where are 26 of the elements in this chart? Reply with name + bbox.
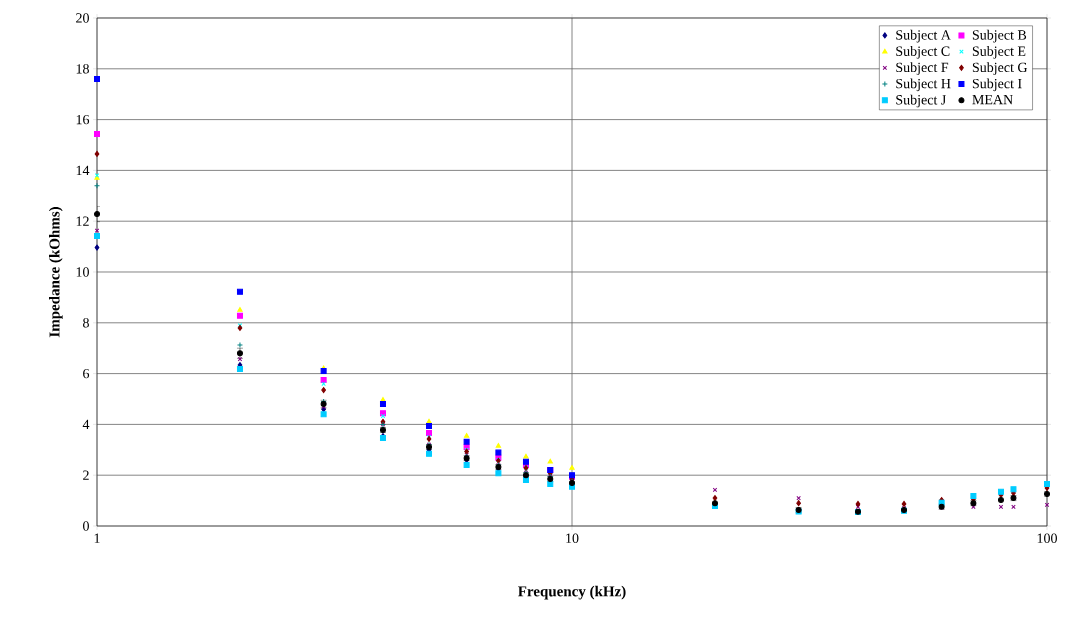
y-tick-label: 12 xyxy=(76,216,89,226)
y-tick-label: 16 xyxy=(76,114,90,125)
y-tick-label: 0 xyxy=(83,521,89,531)
y-tick-label: 14 xyxy=(76,165,90,176)
y-tick-label: 6 xyxy=(83,368,90,379)
x-tick-label: 1 xyxy=(94,533,100,543)
y-tick-label: 10 xyxy=(76,267,89,277)
y-axis-title: Impedance (kOhms) xyxy=(49,207,63,338)
legend-label: Subject G xyxy=(972,62,1028,75)
y-tick-label: 2 xyxy=(83,470,89,480)
legend-label: Subject E xyxy=(972,46,1026,59)
x-axis-title: Frequency (kHz) xyxy=(518,585,626,600)
legend-label: Subject C xyxy=(896,46,950,59)
legend-label: Subject H xyxy=(896,78,951,92)
legend-label: Subject J xyxy=(896,94,946,108)
x-tick-label: 100 xyxy=(1037,533,1057,543)
y-tick-label: 20 xyxy=(76,13,89,23)
legend-label: Subject A xyxy=(896,29,951,43)
y-tick-label: 8 xyxy=(83,318,89,328)
x-tick-label: 10 xyxy=(566,533,579,543)
legend-label: Subject F xyxy=(896,62,949,75)
y-tick-label: 4 xyxy=(82,419,90,430)
legend-label: MEAN xyxy=(972,94,1013,105)
legend-label: Subject I xyxy=(972,78,1022,92)
y-tick-label: 18 xyxy=(76,64,89,74)
legend-label: Subject B xyxy=(972,29,1027,43)
